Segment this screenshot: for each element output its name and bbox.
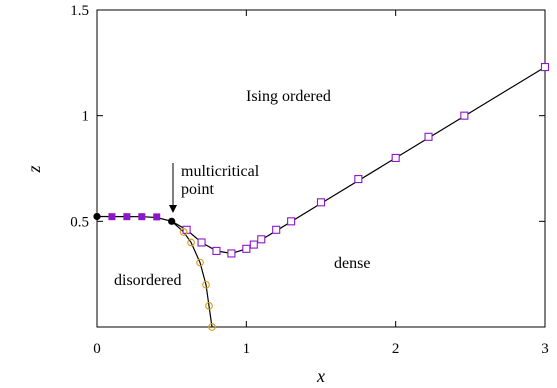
- open-square-point-2-1: [197, 238, 206, 247]
- open-square-point-2-5: [249, 240, 258, 249]
- annotation-disordered: disordered: [114, 272, 182, 289]
- open-square-point-2-13: [460, 111, 469, 120]
- open-circle-point-3-1: [187, 238, 195, 247]
- annotation-ising-ordered: Ising ordered: [246, 88, 331, 105]
- x-tick-label-2: 2: [392, 341, 400, 357]
- filled-circle-point-1-1: [168, 217, 176, 225]
- open-square-point-2-9: [316, 198, 326, 207]
- x-tick-label-3: 3: [541, 341, 549, 357]
- open-square-point-2-10: [354, 175, 363, 184]
- filled-square-point-0-3: [153, 213, 161, 221]
- annotation-dense: dense: [334, 255, 370, 272]
- open-circle-point-3-3: [202, 280, 210, 289]
- open-square-point-2-4: [242, 244, 251, 253]
- open-square-point-2-7: [272, 225, 281, 234]
- axis-ticks: 0 1 2 3 0.5 1 1.5: [70, 3, 549, 357]
- x-axis-title: x: [316, 366, 325, 386]
- filled-square-point-0-0: [108, 213, 116, 221]
- data-markers: [93, 63, 550, 331]
- open-square-point-2-6: [257, 235, 266, 244]
- y-tick-label-1: 1: [82, 109, 90, 125]
- y-tick-label-0: 0.5: [70, 214, 89, 230]
- plot-frame: [96, 9, 546, 328]
- multicritical-arrow: [169, 163, 177, 213]
- open-square-point-2-3: [227, 249, 236, 258]
- open-circle-point-3-2: [196, 258, 204, 267]
- open-circle-point-3-5: [208, 323, 216, 331]
- y-tick-label-2: 1.5: [70, 3, 89, 19]
- open-square-point-2-12: [424, 132, 433, 141]
- filled-square-point-0-1: [123, 213, 131, 221]
- open-circle-point-3-4: [205, 302, 213, 310]
- filled-circle-point-1-0: [93, 212, 101, 221]
- open-square-point-2-8: [287, 217, 296, 226]
- open-square-point-2-11: [391, 153, 400, 162]
- annotation-multicritical-line1: multicritical: [181, 163, 260, 180]
- open-square-point-2-14: [540, 63, 550, 72]
- open-square-point-2-2: [212, 246, 221, 255]
- filled-square-point-0-2: [138, 213, 146, 221]
- y-axis-title: z: [24, 165, 44, 173]
- open-circle-point-3-0: [179, 228, 188, 236]
- x-tick-label-0: 0: [93, 341, 101, 357]
- annotation-multicritical-line2: point: [181, 181, 214, 198]
- x-tick-label-1: 1: [243, 341, 251, 357]
